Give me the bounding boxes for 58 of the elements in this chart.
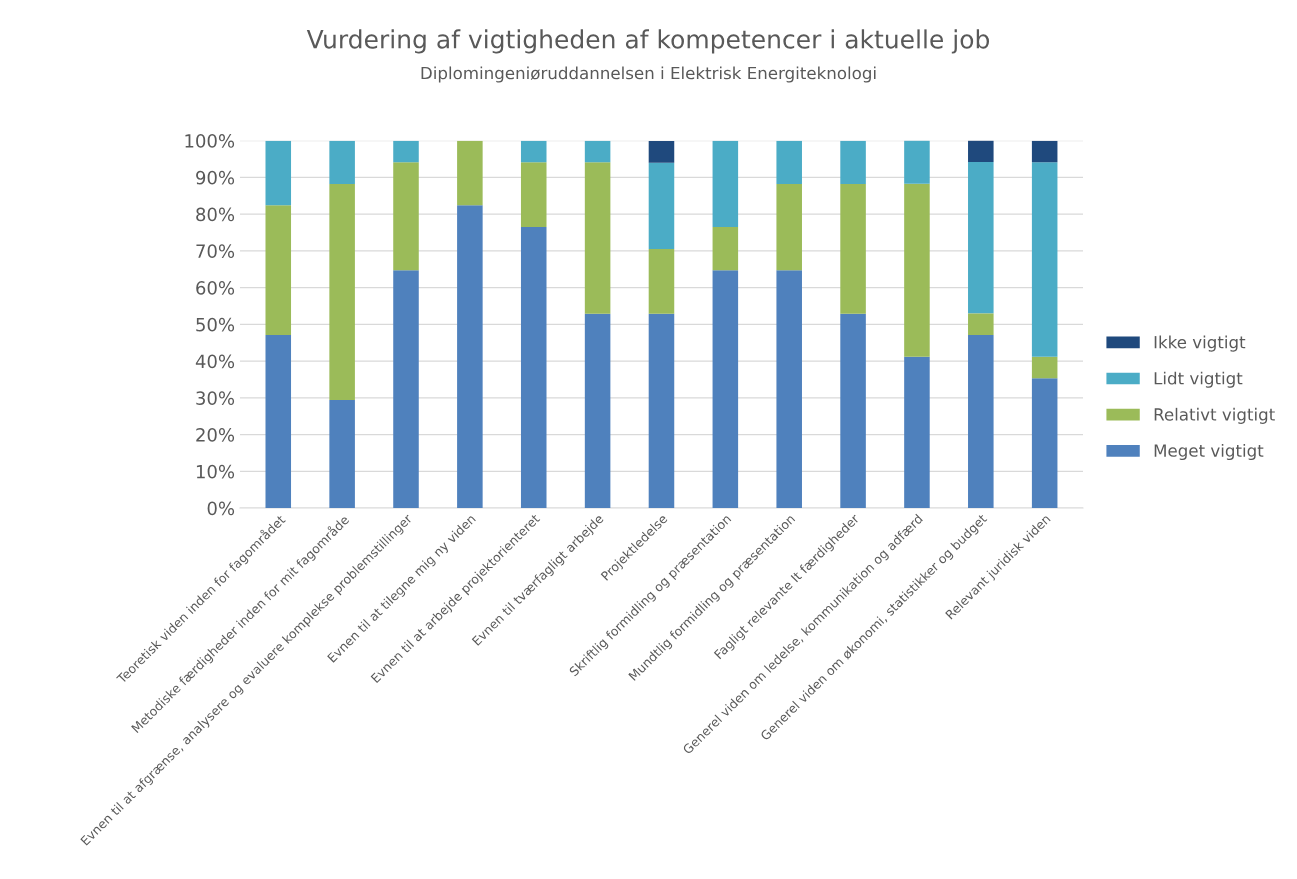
bar — [968, 140, 994, 162]
y-tick-label: 70% — [196, 244, 235, 258]
y-tick-label: 20% — [196, 428, 235, 442]
bar — [393, 162, 419, 271]
y-tick-label: 80% — [196, 207, 235, 222]
bar — [968, 161, 994, 314]
bar — [648, 162, 675, 250]
bar — [840, 140, 866, 184]
bar — [329, 400, 355, 509]
bar — [968, 335, 994, 509]
bar — [1031, 356, 1058, 379]
bar — [776, 270, 802, 509]
bar — [393, 270, 419, 509]
bar — [1031, 162, 1058, 357]
bar — [712, 270, 739, 509]
bar — [329, 140, 355, 184]
bar — [904, 140, 930, 184]
y-tick-label: 10% — [196, 464, 235, 479]
bar — [904, 356, 930, 509]
bar — [584, 140, 611, 163]
bar — [776, 184, 802, 271]
chart-title: Vurdering af vigtigheden af kompetencer i aktuelle job — [306, 29, 990, 54]
bar — [393, 140, 419, 163]
bar — [968, 313, 994, 336]
bar — [265, 205, 292, 336]
bar — [776, 140, 802, 184]
bar — [265, 335, 292, 509]
bar — [648, 249, 675, 314]
bar — [1031, 378, 1058, 509]
y-tick-label: 100% — [185, 134, 235, 148]
legend-label: Lidt vigtigt — [1154, 371, 1243, 388]
y-tick-label: 40% — [195, 354, 235, 369]
bar — [712, 226, 739, 271]
bar — [520, 162, 547, 227]
bar — [840, 313, 866, 509]
bar — [329, 184, 355, 401]
bar — [584, 162, 611, 314]
bar — [457, 205, 483, 509]
bar — [1031, 140, 1058, 163]
y-tick-label: 60% — [196, 281, 235, 295]
y-tick-label: 0% — [207, 501, 235, 516]
bar — [520, 140, 547, 163]
bar — [904, 183, 930, 357]
chart-subtitle: Diplomingeniøruddannelsen i Elektrisk Energiteknologi — [421, 66, 876, 83]
y-tick-label: 30% — [196, 391, 235, 405]
bar — [265, 140, 292, 206]
bar — [840, 184, 866, 314]
bar — [584, 313, 611, 509]
bar — [648, 313, 675, 509]
y-tick-label: 50% — [196, 317, 235, 332]
bar — [520, 226, 547, 509]
bar — [648, 141, 675, 163]
legend-label: Relativt vigtigt — [1154, 407, 1275, 424]
bar — [457, 140, 483, 206]
legend-label: Ikke vigtigt — [1154, 335, 1246, 352]
legend-label: Meget vigtigt — [1154, 443, 1264, 461]
bar — [712, 140, 739, 227]
y-tick-label: 90% — [196, 170, 235, 185]
